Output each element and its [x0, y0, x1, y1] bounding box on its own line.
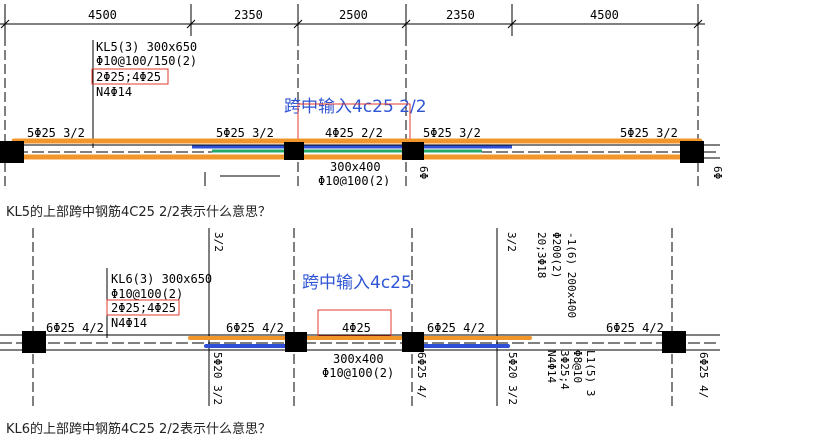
vtext-1: 3/2	[212, 232, 225, 252]
vtext-4: Φ200(2)	[550, 232, 563, 278]
mid-beam-size: 300x400	[330, 160, 381, 174]
annotation-text: 跨中输入4c25	[302, 273, 412, 293]
column-2	[285, 332, 307, 352]
rebar-label-1: 5Φ25 3/2	[27, 126, 85, 140]
dim-1: 4500	[88, 8, 117, 22]
column-3	[402, 142, 424, 160]
vtext-9: L1(5) 3	[584, 350, 597, 396]
rebar-label-4: 6Φ25 4/2	[427, 321, 485, 335]
highlight-box	[91, 68, 169, 85]
kl6-drawing: 3/2 3/2 -1(6) 200x400 Φ200(2) 20;3Φ18 KL…	[0, 228, 720, 406]
column-4	[680, 141, 704, 163]
beam-label-line-1: KL5(3) 300x650	[96, 40, 197, 54]
mid-beam-size: 300x400	[333, 352, 384, 366]
drawing-panel-kl6: 3/2 3/2 -1(6) 200x400 Φ200(2) 20;3Φ18 KL…	[0, 228, 813, 406]
highlight-box	[106, 299, 180, 316]
mid-beam-stirrup: Φ10@100(2)	[322, 366, 394, 380]
vtext-6: 5Φ20 3/2	[211, 352, 224, 405]
beam-label-line-2: Φ10@100(2)	[111, 287, 183, 301]
vtext-5: 20;3Φ18	[535, 232, 548, 278]
column-4	[662, 331, 686, 353]
dim-3: 2500	[339, 8, 368, 22]
dim-4: 2350	[446, 8, 475, 22]
vtext-8: 5Φ20 3/2	[506, 352, 519, 405]
question-1: KL5的上部跨中钢筋4C25 2/2表示什么意思？	[6, 205, 271, 220]
beam-label-line-3: 2Φ25;4Φ25	[96, 70, 161, 84]
vtext-3: -1(6) 200x400	[565, 232, 578, 318]
dim-5: 4500	[590, 8, 619, 22]
rebar-label-4: 5Φ25 3/2	[423, 126, 481, 140]
drawing-panel-kl5: 4500 2350 2500 2350 4500 KL5(3) 300x650 …	[0, 0, 813, 186]
vtext-11: 3Φ25;4	[558, 350, 571, 390]
kl5-drawing: 4500 2350 2500 2350 4500 KL5(3) 300x650 …	[0, 4, 724, 186]
vtext-13: 6Φ25 4/	[697, 352, 710, 398]
dim-2: 2350	[234, 8, 263, 22]
rebar-label-3: 4Φ25	[342, 321, 371, 335]
column-1	[0, 141, 24, 163]
edge-text-1: 6Φ	[417, 166, 430, 179]
vtext-7: 6Φ25 4/	[415, 352, 428, 398]
edge-text-2: 6Φ	[711, 166, 724, 179]
vtext-2: 3/2	[505, 232, 518, 252]
rebar-label-2: 5Φ25 3/2	[216, 126, 274, 140]
mid-beam-stirrup: Φ10@100(2)	[318, 174, 390, 186]
rebar-label-1: 6Φ25 4/2	[46, 321, 104, 335]
vtext-12: N4Φ14	[545, 350, 558, 383]
beam-label-line-2: Φ10@100/150(2)	[96, 54, 197, 68]
column-1	[22, 331, 46, 353]
question-2: KL6的上部跨中钢筋4C25 2/2表示什么意思？	[6, 422, 271, 437]
beam-label-line-4: N4Φ14	[96, 85, 132, 99]
beam-label-line-3: 2Φ25;4Φ25	[111, 301, 176, 315]
mid-span-box	[297, 103, 411, 140]
column-3	[402, 332, 424, 352]
column-2	[284, 142, 304, 160]
rebar-label-2: 6Φ25 4/2	[226, 321, 284, 335]
beam-label-line-4: N4Φ14	[111, 316, 147, 330]
beam-label-line-1: KL6(3) 300x650	[111, 272, 212, 286]
rebar-label-5: 5Φ25 3/2	[620, 126, 678, 140]
annotation-text: 跨中输入4c25 2/2	[284, 97, 427, 117]
rebar-label-5: 6Φ25 4/2	[606, 321, 664, 335]
vtext-10: Φ8@10	[571, 350, 584, 383]
rebar-label-3: 4Φ25 2/2	[325, 126, 383, 140]
